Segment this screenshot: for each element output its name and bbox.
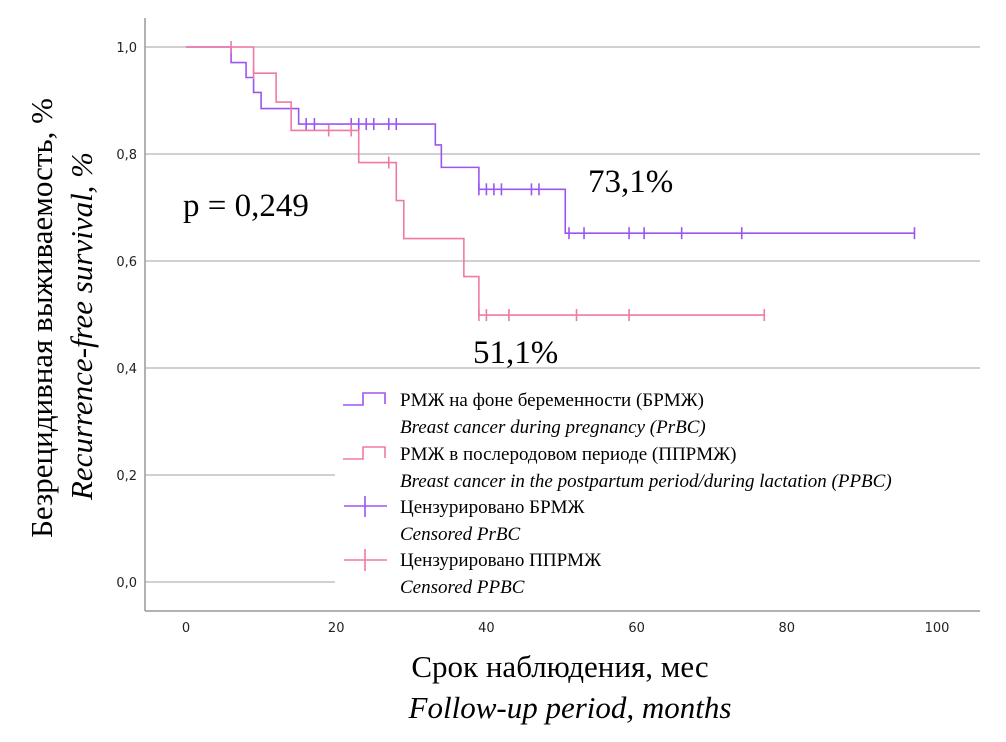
y-tick-labels: 0,0 0,2 0,4 0,6 0,8 1,0 [116,41,137,591]
legend-prbc-censor-icon [344,496,387,517]
y-tick-label: 0,8 [116,148,137,163]
x-tick-label: 60 [628,621,645,636]
legend-ppbc-censor-icon [344,549,387,571]
x-tick-label: 20 [328,621,345,636]
ppbc-survival-curve [186,46,765,316]
y-tick-label: 1,0 [116,41,137,56]
legend-ppbc-label-en: Breast cancer in the postpartum period/d… [400,471,892,492]
legend-ppbc-censor-label: Цензурировано ППРМЖ [400,550,602,571]
survival-curves [186,41,916,322]
y-axis-label-en: Recurrence-free survival, % [64,152,99,501]
x-tick-label: 0 [182,621,190,636]
legend-prbc-label: РМЖ на фоне беременности (БРМЖ) [400,390,704,411]
legend-ppbc-label: РМЖ в послеродовом периоде (ППРМЖ) [400,444,736,465]
y-tick-label: 0,0 [116,576,137,591]
y-axis-label: Безрецидивная выживаемость, % [24,98,59,538]
legend: РМЖ на фоне беременности (БРМЖ) Breast c… [335,383,985,598]
y-tick-label: 0,4 [116,362,137,377]
legend-ppbc-censor-label-en: Censored PPBC [400,577,525,598]
legend-prbc-censor-label: Цензурировано БРМЖ [400,497,586,518]
prbc-rate-annotation: 73,1% [588,164,673,200]
p-value-annotation: p = 0,249 [183,188,309,224]
y-tick-label: 0,2 [116,469,137,484]
legend-prbc-line-icon [343,392,386,406]
legend-prbc-censor-label-en: Censored PrBC [400,524,520,545]
x-tick-label: 80 [779,621,796,636]
ppbc-rate-annotation: 51,1% [473,335,558,371]
x-axis-label: Срок наблюдения, мес [411,649,708,684]
x-tick-label: 40 [478,621,495,636]
x-tick-labels: 0 20 40 60 80 100 [182,621,950,636]
legend-ppbc-line-icon [343,446,386,460]
legend-background [335,383,985,598]
x-axis-label-en: Follow-up period, months [408,690,732,725]
y-tick-label: 0,6 [116,255,137,270]
x-tick-label: 100 [925,621,950,636]
legend-prbc-label-en: Breast cancer during pregnancy (PrBC) [400,417,706,438]
